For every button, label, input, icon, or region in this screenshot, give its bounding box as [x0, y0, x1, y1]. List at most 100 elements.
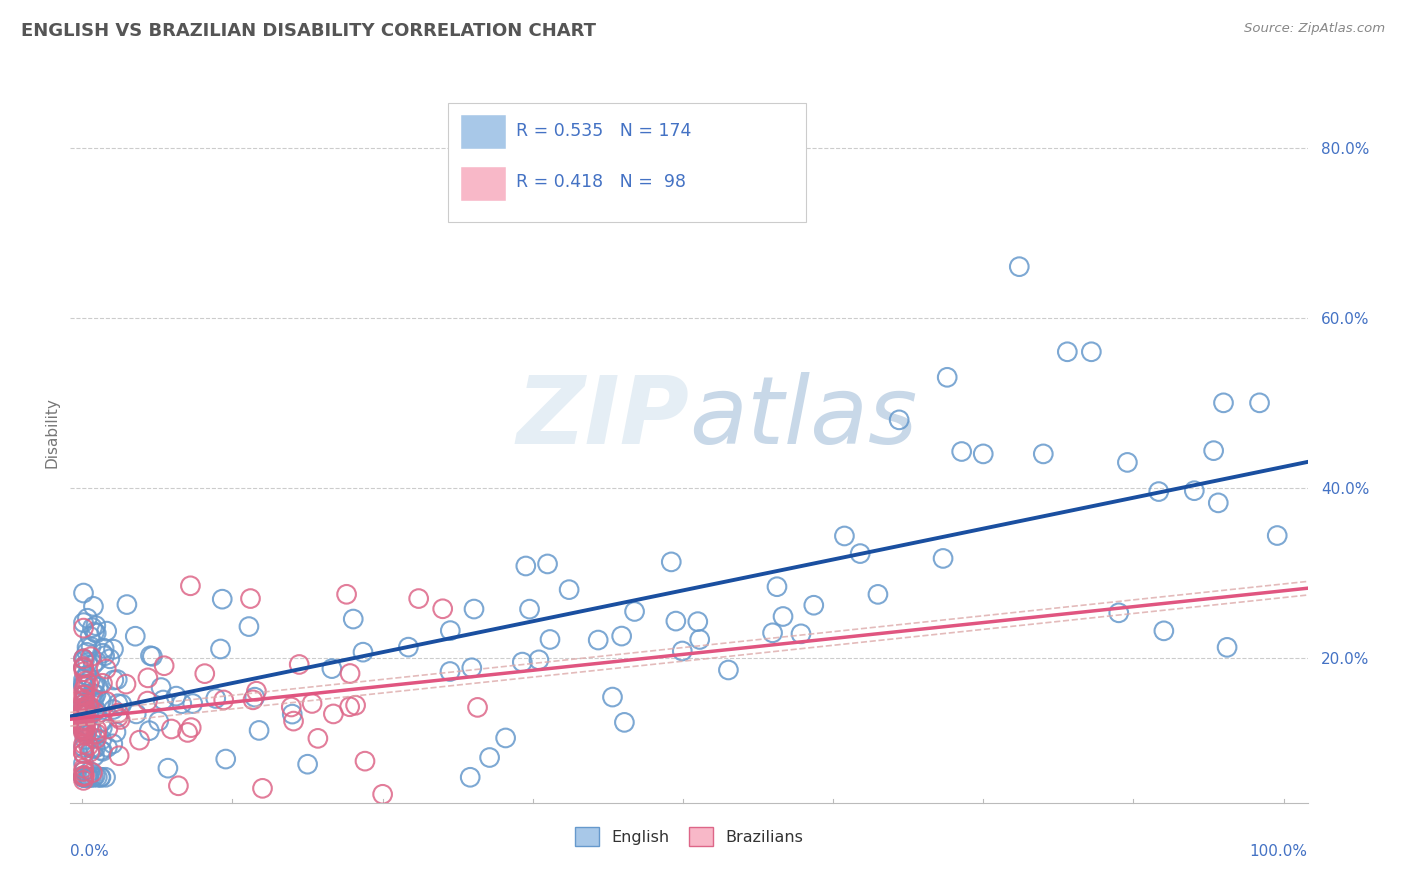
Point [148, 714, 170, 728]
Point [72, 678, 94, 692]
Point [139, 648, 162, 663]
Point [586, 633, 609, 648]
Point [76, 668, 98, 682]
Point [72, 688, 94, 702]
Point [72, 723, 94, 738]
Point [194, 666, 217, 681]
Point [76, 770, 98, 784]
Point [79, 630, 101, 644]
Point [215, 752, 238, 766]
Point [510, 655, 533, 669]
Point [80, 640, 103, 654]
Point [212, 693, 235, 707]
Point [239, 591, 262, 606]
Point [72, 697, 94, 711]
Point [79, 764, 101, 779]
Point [242, 693, 264, 707]
Point [82, 599, 104, 614]
Point [84, 769, 107, 783]
Point [72, 692, 94, 706]
Point [125, 706, 148, 721]
Point [96, 740, 118, 755]
Point [72, 615, 94, 630]
Point [889, 413, 911, 427]
Point [72, 726, 94, 740]
Point [623, 605, 645, 619]
Point [72, 770, 94, 784]
Point [91, 646, 114, 660]
Point [82, 741, 104, 756]
Point [72, 719, 94, 733]
Point [84, 741, 107, 756]
Point [128, 733, 150, 747]
Point [181, 697, 204, 711]
Point [96, 662, 118, 676]
Point [519, 602, 541, 616]
Point [972, 447, 994, 461]
Point [72, 769, 94, 783]
Point [1216, 640, 1239, 655]
Point [77, 699, 100, 714]
Point [671, 644, 693, 658]
Point [80, 770, 103, 784]
Point [72, 652, 94, 666]
Point [75, 703, 97, 717]
Point [72, 764, 94, 779]
Point [439, 624, 461, 638]
Point [515, 559, 537, 574]
Point [77, 719, 100, 733]
Point [75, 712, 97, 726]
Point [613, 715, 636, 730]
Point [72, 724, 94, 739]
Point [339, 699, 361, 714]
Point [689, 632, 711, 647]
Point [79, 745, 101, 759]
Point [243, 690, 266, 705]
Point [82, 770, 104, 784]
Point [458, 770, 481, 784]
Point [558, 582, 581, 597]
Point [321, 662, 343, 676]
Point [136, 671, 159, 685]
Point [72, 679, 94, 693]
Point [107, 697, 129, 711]
Point [138, 723, 160, 738]
Point [75, 679, 97, 693]
Point [866, 587, 889, 601]
Point [176, 725, 198, 739]
Point [76, 656, 98, 670]
Point [301, 697, 323, 711]
Point [136, 694, 159, 708]
Point [1032, 447, 1054, 461]
Point [83, 679, 105, 693]
Point [76, 640, 98, 655]
Point [76, 645, 98, 659]
Point [538, 632, 561, 647]
Point [283, 714, 305, 728]
Point [72, 770, 94, 784]
Point [170, 697, 193, 711]
Point [80, 741, 103, 756]
Point [72, 706, 94, 721]
Point [103, 673, 125, 687]
Point [75, 673, 97, 688]
Point [84, 703, 107, 717]
Point [72, 697, 94, 711]
Point [281, 707, 304, 722]
Point [87, 680, 110, 694]
Point [72, 621, 94, 635]
Point [297, 757, 319, 772]
Point [280, 700, 302, 714]
Point [91, 744, 114, 758]
Point [73, 718, 96, 732]
Point [72, 693, 94, 707]
Point [73, 706, 96, 720]
Point [72, 737, 94, 751]
Point [80, 692, 103, 706]
Point [94, 770, 117, 784]
Point [72, 683, 94, 698]
Point [339, 666, 361, 681]
Point [152, 693, 174, 707]
Point [72, 651, 94, 665]
Point [1182, 483, 1205, 498]
